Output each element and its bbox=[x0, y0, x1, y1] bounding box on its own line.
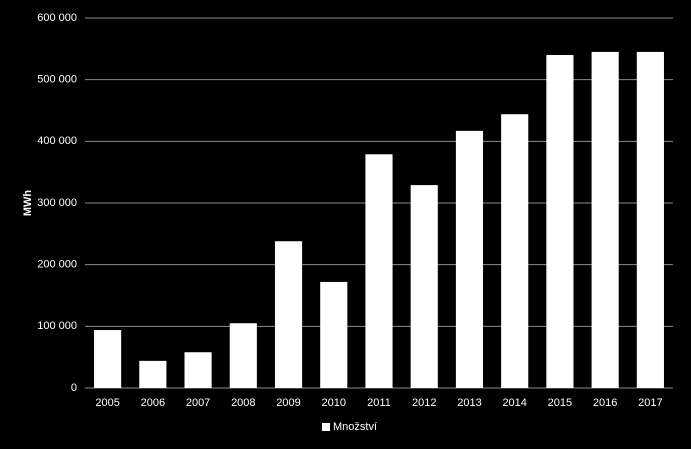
bar bbox=[94, 330, 122, 388]
x-tick-label: 2010 bbox=[322, 397, 346, 409]
bar bbox=[410, 185, 438, 388]
y-tick-label: 200 000 bbox=[37, 259, 77, 271]
bar bbox=[546, 55, 574, 388]
x-tick-label: 2011 bbox=[367, 397, 391, 409]
x-tick-label: 2007 bbox=[186, 397, 210, 409]
bar bbox=[184, 352, 212, 388]
x-tick-label: 2006 bbox=[141, 397, 165, 409]
y-tick-label: 500 000 bbox=[37, 74, 77, 86]
x-tick-label: 2015 bbox=[548, 397, 572, 409]
bar bbox=[591, 51, 619, 389]
x-tick-label: 2014 bbox=[502, 397, 526, 409]
y-tick-label: 0 bbox=[71, 382, 77, 394]
bar bbox=[274, 241, 303, 388]
x-tick-label: 2013 bbox=[457, 397, 481, 409]
x-tick-label: 2008 bbox=[231, 397, 255, 409]
legend-label: Množství bbox=[333, 421, 377, 433]
x-tick-label: 2005 bbox=[95, 397, 119, 409]
bar bbox=[365, 154, 393, 388]
x-tick-label: 2009 bbox=[276, 397, 300, 409]
y-tick-label: 100 000 bbox=[37, 320, 77, 332]
y-tick-label: 400 000 bbox=[37, 135, 77, 147]
bar bbox=[455, 130, 484, 388]
y-tick-label: 300 000 bbox=[37, 197, 77, 209]
y-tick-label: 600 000 bbox=[37, 12, 77, 24]
y-axis-label: MWh bbox=[22, 190, 34, 217]
bar bbox=[501, 114, 529, 388]
bar bbox=[636, 51, 664, 389]
legend-swatch bbox=[322, 423, 330, 431]
x-tick-label: 2016 bbox=[593, 397, 617, 409]
x-tick-label: 2017 bbox=[638, 397, 662, 409]
bar bbox=[139, 360, 167, 388]
bar bbox=[320, 281, 348, 388]
x-tick-label: 2012 bbox=[412, 397, 436, 409]
bar bbox=[229, 323, 257, 388]
